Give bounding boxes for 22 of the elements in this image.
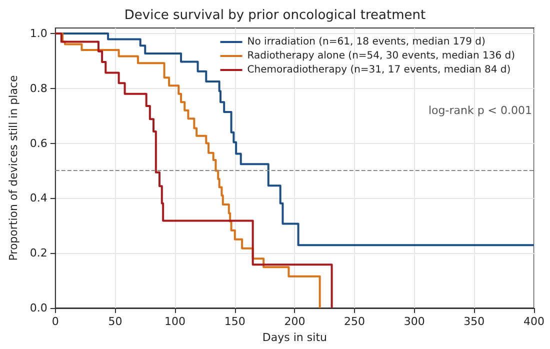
x-tick-label: 50 [108, 315, 122, 328]
y-tick-label: 0.8 [30, 82, 48, 95]
legend-label: No irradiation (n=61, 18 events, median 179 d) [247, 36, 486, 48]
x-tick-label: 150 [224, 315, 246, 328]
y-tick-label: 1.0 [30, 26, 48, 40]
y-tick-label: 0.4 [30, 192, 48, 205]
y-axis-title: Proportion of devices still in place [7, 75, 20, 261]
x-axis-title: Days in situ [262, 330, 327, 344]
x-tick-label: 200 [284, 315, 306, 328]
x-tick-label: 400 [524, 315, 544, 328]
x-tick-label: 350 [464, 315, 485, 328]
annotation: log-rank p < 0.001 [428, 104, 532, 117]
chart-title: Device survival by prior oncological treatment [124, 8, 426, 23]
x-tick-label: 0 [52, 315, 59, 328]
legend-label: Chemoradiotherapy (n=31, 17 events, median 84 d) [247, 64, 511, 76]
y-tick-label: 0.0 [30, 302, 48, 314]
y-tick-label: 0.6 [30, 136, 48, 150]
x-tick-label: 250 [344, 315, 366, 328]
x-tick-label: 100 [164, 315, 186, 328]
legend-label: Radiotherapy alone (n=54, 30 events, median 136 d) [247, 50, 516, 62]
y-tick-label: 0.2 [30, 246, 48, 260]
x-tick-label: 300 [404, 315, 425, 328]
